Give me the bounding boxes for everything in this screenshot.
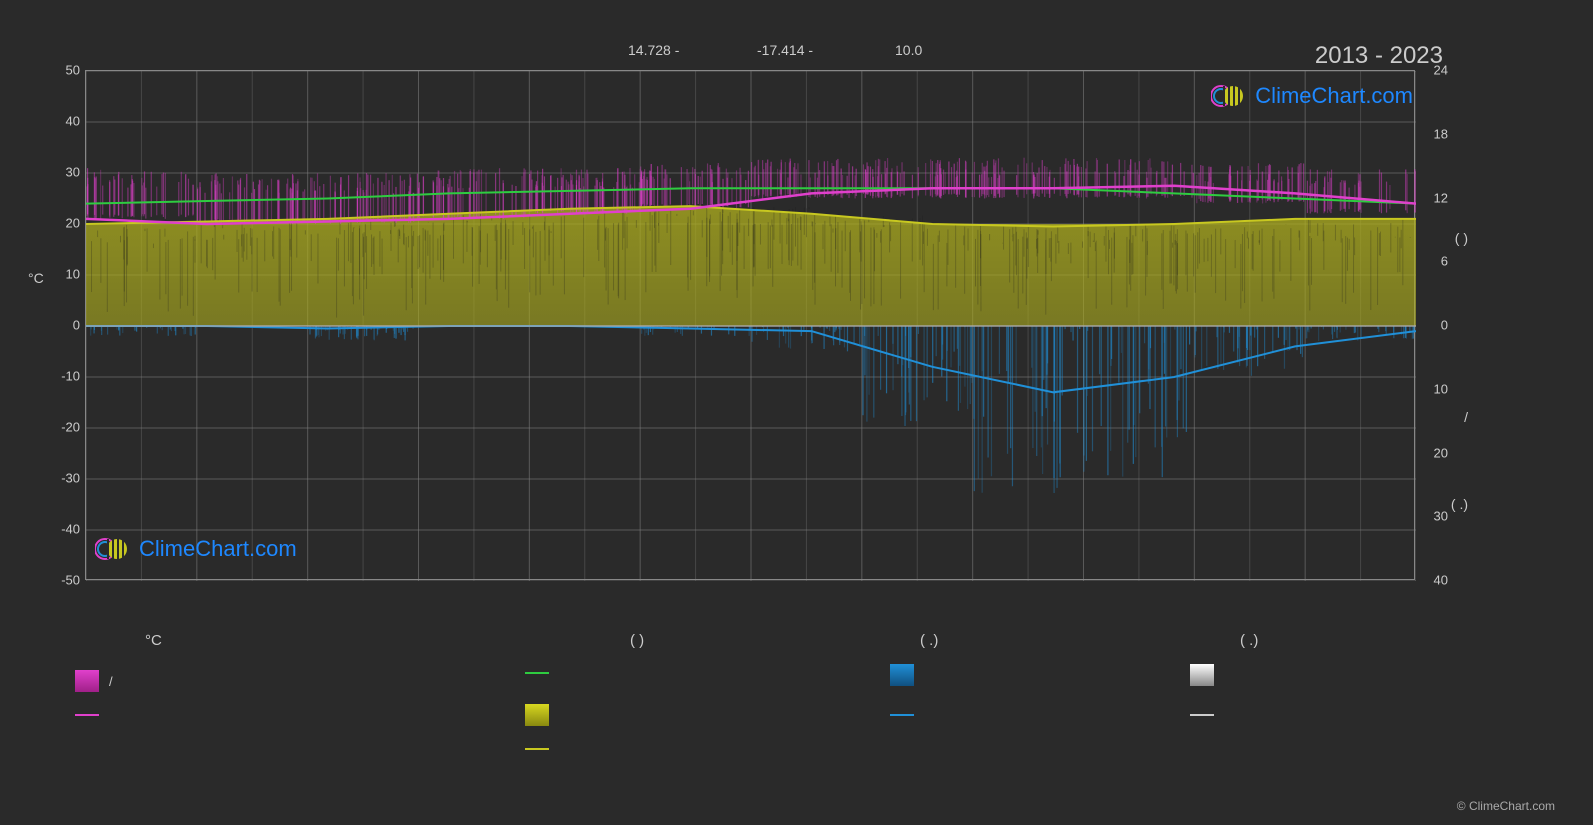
left-tick: 0: [55, 318, 80, 333]
legend-line-grey: [1190, 714, 1214, 716]
right-tick: 6: [1441, 254, 1448, 269]
chart-plot-area: [85, 70, 1415, 580]
left-tick: 20: [55, 216, 80, 231]
left-tick: 40: [55, 114, 80, 129]
right-axis-text: ( .): [1451, 496, 1468, 512]
watermark-top: ClimeChart.com: [1211, 82, 1413, 110]
left-tick: 50: [55, 63, 80, 78]
legend-item: [525, 672, 559, 674]
legend-header-1: °C: [145, 632, 162, 649]
right-axis-text: ( ): [1455, 230, 1468, 246]
legend-label: /: [109, 674, 113, 689]
header-coord-2: -17.414 -: [757, 42, 813, 58]
legend-swatch-white: [1190, 664, 1214, 686]
left-tick: -10: [55, 369, 80, 384]
legend-header-2: ( ): [630, 632, 644, 649]
left-tick: -30: [55, 471, 80, 486]
right-tick: 10: [1434, 381, 1448, 396]
legend-swatch-magenta: [75, 670, 99, 692]
legend-item: [525, 748, 559, 750]
year-range: 2013 - 2023: [1315, 42, 1443, 70]
legend-line-yellow: [525, 748, 549, 750]
header-coord-3: 10.0: [895, 42, 922, 58]
footer-copyright: © ClimeChart.com: [1457, 799, 1555, 813]
left-tick: 30: [55, 165, 80, 180]
legend-header-3: ( .): [920, 632, 938, 649]
right-tick: 12: [1434, 190, 1448, 205]
header-coord-1: 14.728 -: [628, 42, 679, 58]
legend-item: [75, 714, 109, 716]
chart-svg: [86, 71, 1416, 581]
right-axis-text: /: [1464, 409, 1468, 425]
legend-item: [1190, 714, 1224, 716]
legend-item: /: [75, 670, 113, 692]
left-tick: -50: [55, 573, 80, 588]
right-tick: 40: [1434, 573, 1448, 588]
legend-item: [890, 714, 924, 716]
watermark-text: ClimeChart.com: [139, 536, 297, 562]
legend-item: [890, 664, 924, 686]
logo-icon: [1211, 82, 1247, 110]
legend-line-magenta: [75, 714, 99, 716]
legend-line-green: [525, 672, 549, 674]
watermark-text: ClimeChart.com: [1255, 83, 1413, 109]
right-tick: 0: [1441, 318, 1448, 333]
right-tick: 20: [1434, 445, 1448, 460]
legend-swatch-blue: [890, 664, 914, 686]
right-tick: 30: [1434, 509, 1448, 524]
right-tick: 18: [1434, 126, 1448, 141]
logo-icon: [95, 535, 131, 563]
watermark-bottom: ClimeChart.com: [95, 535, 297, 563]
left-tick: -20: [55, 420, 80, 435]
legend-line-blue: [890, 714, 914, 716]
legend-item: [1190, 664, 1224, 686]
right-tick: 24: [1434, 63, 1448, 78]
left-axis-label: °C: [28, 270, 44, 286]
left-tick: 10: [55, 267, 80, 282]
legend-header-4: ( .): [1240, 632, 1258, 649]
legend-swatch-yellow: [525, 704, 549, 726]
left-tick: -40: [55, 522, 80, 537]
legend-item: [525, 704, 559, 726]
